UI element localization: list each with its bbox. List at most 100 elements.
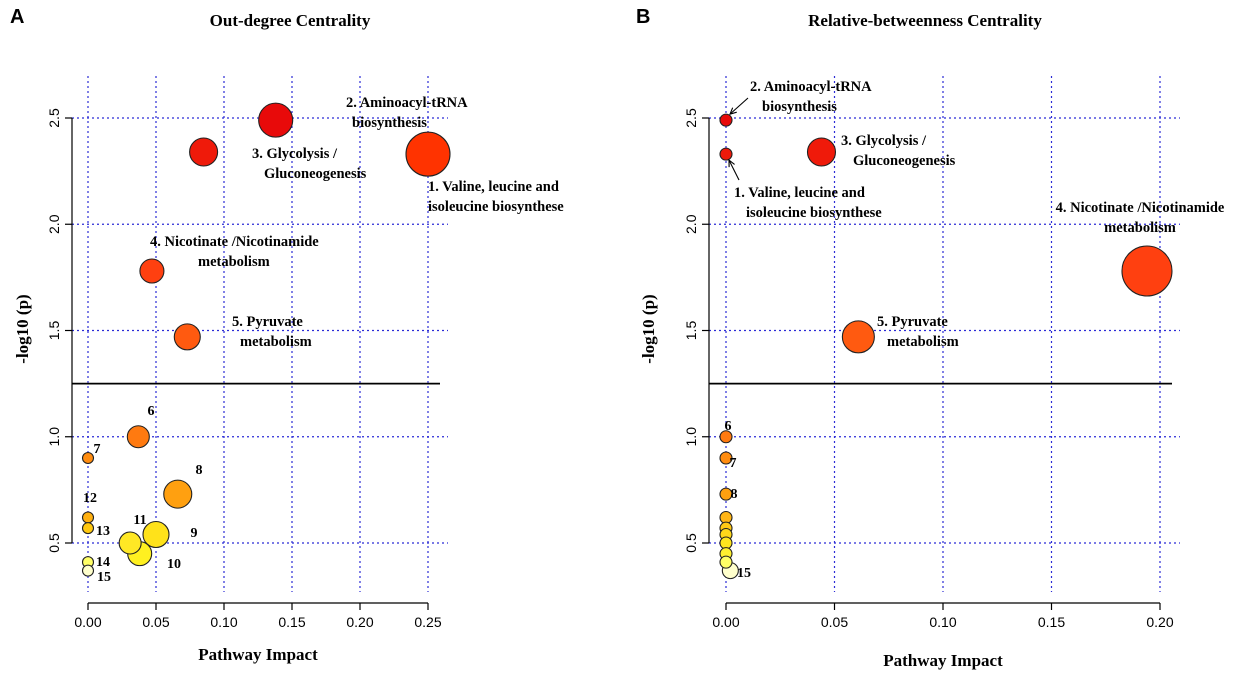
chart-a-label-12-line-0: 12 — [83, 491, 97, 506]
chart-b-y-tick-label-2: 1.5 — [683, 321, 699, 341]
chart-b-label-7: 7 — [730, 456, 737, 471]
chart-a-label-10: 10 — [167, 557, 181, 572]
chart-a-label-9-line-0: 9 — [191, 526, 198, 541]
chart-a-x-tick-label-1: 0.05 — [142, 614, 169, 630]
chart-out-degree: Out-degree Centrality 0.5 1.0 1.5 2.0 2.5 0.00… — [13, 11, 564, 664]
chart-a-label-4-line-0: 4. Nicotinate /Nicotinamide — [150, 234, 319, 250]
chart-a-point-12 — [81, 511, 95, 524]
chart-a-x-tick-label-4: 0.20 — [346, 614, 373, 630]
chart-a-title: Out-degree Centrality — [210, 11, 371, 30]
chart-b-label-3-line-0: 3. Glycolysis / — [841, 133, 927, 149]
chart-a-x-tick-label-3: 0.15 — [278, 614, 305, 630]
chart-a-label-1: 1. Valine, leucine and isoleucine biosynt… — [428, 179, 564, 215]
chart-a-point-13 — [81, 522, 95, 535]
chart-a-y-tick-label-1: 1.0 — [46, 427, 62, 447]
chart-a-point-9 — [142, 520, 170, 549]
chart-b-point-7 — [719, 451, 733, 465]
chart-a-label-15-line-0: 15 — [97, 570, 111, 585]
chart-a-label-5-line-1: metabolism — [240, 334, 312, 350]
chart-b-label-15: 15 — [737, 566, 751, 581]
chart-b-label-6: 6 — [725, 419, 732, 434]
panel-letter-b: B — [636, 6, 650, 28]
chart-a-point-6 — [126, 425, 150, 449]
chart-a-label-12: 12 — [83, 491, 97, 506]
chart-b-label-5: 5. Pyruvate metabolism — [877, 314, 959, 350]
chart-a-point-5 — [173, 323, 201, 351]
chart-b-point-8 — [719, 487, 733, 501]
chart-b-y-tick-label-1: 1.0 — [683, 427, 699, 447]
chart-a-label-14: 14 — [96, 555, 110, 570]
chart-b-point-3 — [806, 137, 837, 167]
chart-a-label-10-line-0: 10 — [167, 557, 181, 572]
chart-a-label-6-line-0: 6 — [148, 404, 155, 419]
chart-b-y-tick-label-0: 0.5 — [683, 533, 699, 553]
chart-b-label-8: 8 — [731, 487, 738, 502]
chart-b-label-15-line-0: 15 — [737, 566, 751, 581]
chart-b-arrow-2 — [729, 97, 749, 115]
chart-b-arrow-2-head — [729, 107, 737, 115]
chart-a-label-2: 2. Aminoacyl-tRNA biosynthesis — [346, 95, 468, 131]
chart-b-label-4-line-0: 4. Nicotinate /Nicotinamide — [1056, 200, 1225, 216]
chart-a-label-8-line-0: 8 — [196, 463, 203, 478]
chart-a-label-8: 8 — [196, 463, 203, 478]
chart-a-point-8 — [163, 479, 193, 509]
chart-a-label-11-line-0: 11 — [133, 513, 146, 528]
chart-b-x-label: Pathway Impact — [883, 651, 1003, 670]
chart-a-label-3-line-0: 3. Glycolysis / — [252, 146, 338, 162]
chart-a-x-tick-label-5: 0.25 — [414, 614, 441, 630]
chart-b-arrow-1 — [728, 159, 740, 181]
chart-b-label-4-line-1: metabolism — [1104, 220, 1176, 236]
chart-b-point-6 — [719, 430, 733, 444]
chart-a-label-13: 13 — [96, 524, 110, 539]
chart-b-label-1-line-1: isoleucine biosynthese — [746, 205, 882, 221]
chart-a-label-7-line-0: 7 — [94, 442, 101, 457]
chart-a-label-9: 9 — [191, 526, 198, 541]
chart-a-y-tick-label-2: 1.5 — [46, 321, 62, 341]
chart-b-label-5-line-0: 5. Pyruvate — [877, 314, 948, 330]
chart-a-point-1 — [405, 131, 451, 177]
chart-b-label-4: 4. Nicotinate /Nicotinamide metabolism — [1056, 200, 1225, 236]
chart-a-label-1-line-0: 1. Valine, leucine and — [428, 179, 559, 195]
chart-a-x-tick-label-2: 0.10 — [210, 614, 237, 630]
chart-a-point-4 — [139, 258, 165, 284]
chart-b-x-tick-label-1: 0.05 — [821, 614, 848, 630]
chart-a-label-7: 7 — [94, 442, 101, 457]
chart-b-label-3-line-1: Gluconeogenesis — [853, 153, 956, 169]
chart-relative-betweenness: Relative-betweenness Centrality 0.5 1.0 1.5… — [639, 11, 1225, 670]
chart-b-title: Relative-betweenness Centrality — [808, 11, 1042, 30]
chart-a-y-tick-label-0: 0.5 — [46, 533, 62, 553]
chart-a-point-15 — [81, 564, 95, 577]
chart-a-label-14-line-0: 14 — [96, 555, 110, 570]
chart-a-label-6: 6 — [148, 404, 155, 419]
chart-b-x-tick-label-2: 0.10 — [929, 614, 956, 630]
chart-b-x-tick-label-4: 0.20 — [1146, 614, 1173, 630]
chart-a-point-7 — [81, 451, 95, 465]
chart-a-label-1-line-1: isoleucine biosynthese — [428, 199, 564, 215]
chart-a-label-5: 5. Pyruvate metabolism — [232, 314, 312, 350]
chart-a-x-label: Pathway Impact — [198, 645, 318, 664]
chart-a-point-11 — [118, 531, 142, 555]
chart-a-label-15: 15 — [97, 570, 111, 585]
chart-a-label-5-line-0: 5. Pyruvate — [232, 314, 303, 330]
chart-a-point-3 — [189, 137, 219, 167]
chart-b-label-2-line-0: 2. Aminoacyl-tRNA — [750, 79, 872, 95]
chart-b-x-tick-label-3: 0.15 — [1038, 614, 1065, 630]
chart-b-label-7-line-0: 7 — [730, 456, 737, 471]
chart-b-point-4 — [1121, 245, 1173, 297]
chart-a-label-13-line-0: 13 — [96, 524, 110, 539]
chart-b-point-1 — [719, 147, 733, 161]
chart-b-label-3: 3. Glycolysis / Gluconeogenesis — [841, 133, 956, 169]
chart-b-label-1: 1. Valine, leucine and isoleucine biosynt… — [734, 185, 882, 221]
chart-b-label-5-line-1: metabolism — [887, 334, 959, 350]
chart-b-y-tick-label-4: 2.5 — [683, 108, 699, 128]
chart-a-label-11: 11 — [133, 513, 146, 528]
chart-b-point-2 — [719, 113, 733, 127]
chart-b-point-14 — [719, 555, 733, 569]
chart-b-label-2-line-1: biosynthesis — [762, 99, 837, 115]
chart-b-x-tick-label-0: 0.00 — [712, 614, 739, 630]
chart-b-label-2: 2. Aminoacyl-tRNA biosynthesis — [750, 79, 872, 115]
chart-b-y-tick-label-3: 2.0 — [683, 214, 699, 234]
chart-a-label-2-line-0: 2. Aminoacyl-tRNA — [346, 95, 468, 111]
chart-b-arrow-1-head — [728, 158, 735, 168]
chart-b-label-8-line-0: 8 — [731, 487, 738, 502]
